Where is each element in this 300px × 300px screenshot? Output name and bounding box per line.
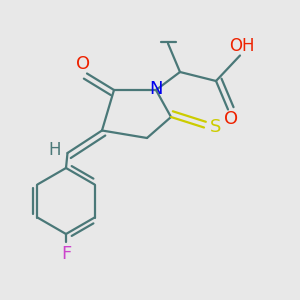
Text: S: S bbox=[210, 118, 221, 136]
Text: H: H bbox=[49, 141, 61, 159]
Text: O: O bbox=[76, 55, 91, 73]
Text: N: N bbox=[149, 80, 163, 98]
Text: O: O bbox=[224, 110, 238, 128]
Text: OH: OH bbox=[229, 37, 254, 55]
Text: F: F bbox=[61, 245, 71, 263]
